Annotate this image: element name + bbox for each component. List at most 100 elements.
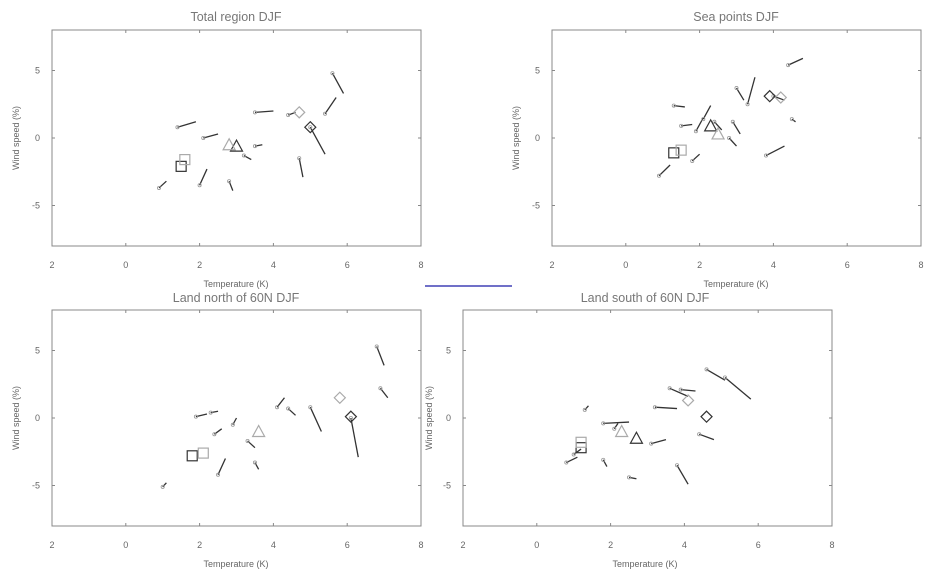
- segment-group: [160, 344, 389, 489]
- x-tick-label: 8: [918, 260, 923, 270]
- x-tick-label: 8: [829, 540, 834, 550]
- data-segment: [177, 121, 197, 128]
- square-marker: [197, 447, 209, 459]
- segment-endpoint: [712, 119, 717, 124]
- panel-title: Total region DJF: [190, 10, 281, 24]
- segment-endpoint: [649, 441, 654, 446]
- data-segment: [254, 462, 260, 470]
- data-segment: [331, 72, 345, 94]
- segment-endpoint: [701, 117, 706, 122]
- square-marker: [575, 436, 587, 448]
- segment-endpoint: [679, 123, 684, 128]
- data-segment: [199, 168, 208, 186]
- x-tick-label: 4: [271, 260, 276, 270]
- data-segment: [602, 459, 608, 467]
- data-segment: [162, 482, 167, 488]
- segment-endpoint: [612, 426, 617, 431]
- x-axis-label: Temperature (K): [203, 279, 268, 289]
- x-tick-label: 2: [197, 540, 202, 550]
- segment-endpoint: [764, 153, 769, 158]
- segment-endpoint: [657, 173, 662, 178]
- marker-group: [575, 394, 713, 454]
- diamond-marker: [700, 410, 713, 423]
- segment-endpoint: [308, 405, 313, 410]
- data-segment: [654, 406, 678, 410]
- data-segment: [217, 458, 227, 475]
- triangle-marker: [711, 126, 726, 140]
- diamond-marker: [774, 91, 788, 104]
- data-segment: [698, 433, 715, 441]
- y-axis-label: Wind speed (%): [11, 386, 21, 450]
- segment-endpoint: [286, 113, 291, 118]
- data-segment: [613, 423, 619, 430]
- y-tick-label: 0: [35, 133, 40, 143]
- x-tick-label: 6: [845, 260, 850, 270]
- diamond-marker: [344, 410, 358, 423]
- data-segment: [232, 417, 238, 426]
- x-tick-label: 4: [771, 260, 776, 270]
- diamond-marker: [763, 89, 777, 103]
- x-tick-label: 2: [460, 540, 465, 550]
- data-segment: [309, 126, 326, 155]
- data-segment: [324, 97, 337, 115]
- segment-endpoint: [323, 111, 328, 116]
- diamond-marker: [333, 391, 347, 405]
- tick-group: 2 0 2 4 6 8 5 0 -5: [532, 30, 924, 270]
- segment-endpoint: [330, 71, 335, 76]
- segment-endpoint: [671, 103, 676, 108]
- segment-endpoint: [212, 432, 217, 437]
- data-segment: [350, 417, 359, 458]
- segment-endpoint: [378, 386, 383, 391]
- triangle-marker: [614, 424, 629, 438]
- plot-frame: [551, 29, 922, 247]
- tick-group: 2 0 2 4 6 8 5 0 -5: [32, 310, 424, 550]
- square-marker: [668, 147, 680, 159]
- x-tick-label: 0: [123, 260, 128, 270]
- segment-endpoint: [727, 135, 732, 140]
- segment-endpoint: [308, 125, 313, 130]
- diamond-marker: [303, 120, 317, 134]
- square-marker: [179, 154, 191, 166]
- data-segment: [584, 405, 589, 411]
- x-tick-label: 4: [271, 540, 276, 550]
- y-tick-label: 0: [535, 133, 540, 143]
- segment-endpoint: [275, 405, 280, 410]
- triangle-marker: [251, 424, 266, 438]
- x-tick-label: 2: [697, 260, 702, 270]
- x-tick-label: 6: [345, 540, 350, 550]
- diamond-marker: [681, 394, 695, 407]
- plot-frame: [51, 29, 422, 247]
- tick-group: 2 0 2 4 6 8 5 0 -5: [32, 30, 424, 270]
- segment-endpoint: [297, 156, 302, 161]
- data-segment: [566, 456, 578, 464]
- y-axis-label: Wind speed (%): [511, 106, 521, 170]
- segment-group: [564, 367, 752, 485]
- x-axis-label: Temperature (K): [703, 279, 768, 289]
- segment-endpoint: [571, 452, 576, 457]
- data-segment: [680, 389, 696, 392]
- triangle-marker: [703, 118, 718, 132]
- panel-sea-points: Sea points DJF 2 0 2 4 6 8 5 0 -5 Temperature (K…: [511, 10, 924, 289]
- segment-endpoint: [789, 117, 794, 122]
- segment-endpoint: [786, 63, 791, 68]
- segment-endpoint: [667, 386, 672, 391]
- tick-group: 2 0 2 4 6 8 5 0 -5: [443, 310, 835, 550]
- segment-endpoint: [675, 463, 680, 468]
- segment-endpoint: [197, 183, 202, 188]
- square-marker: [675, 144, 687, 156]
- marker-group: [175, 106, 317, 172]
- y-tick-label: 5: [535, 66, 540, 76]
- panel-total-region: Total region DJF 2 0 2 4 6 8 5 0 -5 Temperature …: [11, 10, 424, 289]
- y-tick-label: -5: [443, 481, 451, 491]
- segment-endpoint: [175, 125, 180, 130]
- segment-endpoint: [627, 475, 632, 480]
- x-tick-label: 6: [345, 260, 350, 270]
- plot-frame: [462, 309, 833, 527]
- segment-endpoint: [286, 406, 291, 411]
- data-segment: [702, 105, 712, 120]
- x-tick-label: 8: [418, 260, 423, 270]
- segment-endpoint: [252, 110, 257, 115]
- segment-endpoint: [601, 457, 606, 462]
- x-axis-label: Temperature (K): [203, 559, 268, 569]
